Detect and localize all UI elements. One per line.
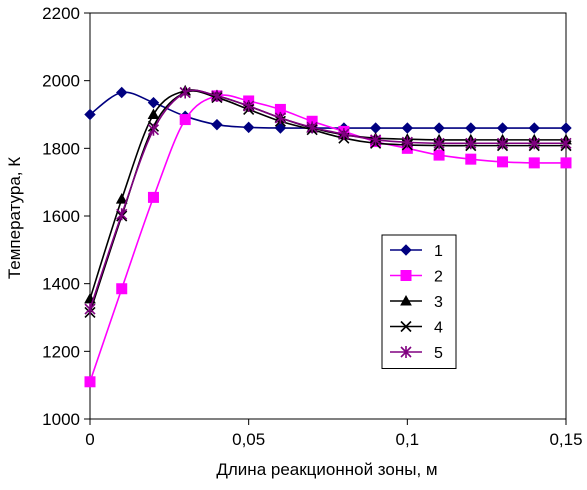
data-point bbox=[306, 121, 318, 134]
data-point bbox=[338, 128, 350, 141]
legend-marker bbox=[400, 320, 412, 333]
x-tick-label: 0,1 bbox=[396, 430, 420, 449]
data-point bbox=[147, 191, 159, 203]
x-tick-label: 0,05 bbox=[232, 430, 265, 449]
y-axis-title: Температура, К bbox=[5, 157, 24, 279]
plot-area bbox=[89, 12, 567, 420]
series-layer bbox=[84, 84, 572, 388]
legend-item-2: 2 bbox=[390, 269, 443, 286]
x-axis-title: Длина реакционной зоны, м bbox=[216, 460, 437, 479]
y-tick-label: 1200 bbox=[42, 342, 80, 361]
data-point bbox=[116, 86, 128, 99]
legend-marker bbox=[400, 270, 412, 281]
data-point bbox=[179, 86, 191, 99]
data-point bbox=[147, 108, 160, 119]
data-point bbox=[274, 122, 287, 134]
data-point bbox=[497, 156, 509, 168]
y-tick-label: 2200 bbox=[42, 4, 80, 23]
x-tick-label: 0,15 bbox=[549, 430, 582, 449]
y-tick-label: 1000 bbox=[42, 410, 80, 429]
legend-label: 4 bbox=[434, 320, 443, 337]
data-point bbox=[211, 89, 223, 102]
x-axis: 0 0,05 0,1 0,15 bbox=[85, 419, 583, 449]
y-tick-label: 1600 bbox=[42, 207, 80, 226]
data-point bbox=[433, 137, 445, 150]
data-point bbox=[115, 193, 128, 204]
data-point bbox=[496, 137, 509, 150]
data-point bbox=[401, 136, 413, 149]
data-point bbox=[84, 376, 96, 388]
data-point bbox=[560, 122, 572, 134]
data-point bbox=[401, 122, 414, 134]
y-tick-label: 1400 bbox=[42, 275, 80, 294]
data-point bbox=[242, 121, 255, 134]
data-point bbox=[84, 303, 96, 316]
data-point bbox=[465, 122, 477, 134]
legend-label: 2 bbox=[434, 269, 443, 286]
data-point bbox=[433, 149, 445, 161]
y-axis: 1000 1200 1400 1600 1800 2000 2200 bbox=[42, 4, 90, 429]
data-point bbox=[84, 108, 96, 121]
legend-label: 3 bbox=[434, 294, 443, 311]
data-point bbox=[465, 137, 477, 150]
y-tick-label: 2000 bbox=[42, 72, 80, 91]
legend-marker bbox=[400, 346, 412, 358]
legend-item-4: 4 bbox=[390, 320, 443, 337]
x-tick-label: 0 bbox=[85, 430, 94, 449]
data-point bbox=[179, 114, 191, 126]
data-point bbox=[243, 100, 255, 113]
legend-item-1: 1 bbox=[390, 243, 443, 260]
data-point bbox=[528, 122, 540, 134]
data-point bbox=[211, 118, 223, 131]
y-tick-label: 1800 bbox=[42, 139, 80, 158]
data-point bbox=[370, 133, 382, 146]
data-point bbox=[496, 122, 509, 134]
data-point bbox=[147, 123, 160, 136]
data-point bbox=[433, 122, 445, 134]
series-1 bbox=[84, 86, 572, 134]
legend-label: 5 bbox=[434, 345, 443, 362]
data-point bbox=[560, 157, 572, 169]
data-point bbox=[528, 157, 540, 169]
series-5 bbox=[84, 86, 572, 316]
legend-label: 1 bbox=[434, 243, 443, 260]
legend-item-3: 3 bbox=[390, 294, 443, 311]
data-point bbox=[465, 153, 477, 165]
data-point bbox=[147, 96, 160, 109]
data-point bbox=[528, 137, 540, 150]
legend-item-5: 5 bbox=[390, 345, 443, 362]
series-line-5 bbox=[89, 89, 566, 310]
data-point bbox=[116, 208, 128, 221]
data-point bbox=[560, 137, 572, 150]
plot-frame bbox=[89, 12, 567, 420]
data-point bbox=[274, 111, 286, 124]
legend-marker bbox=[400, 294, 412, 306]
legend-marker bbox=[400, 244, 412, 256]
series-line-1 bbox=[89, 91, 566, 129]
legend: 1 2 3 4 5 bbox=[381, 234, 457, 369]
data-point bbox=[116, 283, 128, 295]
